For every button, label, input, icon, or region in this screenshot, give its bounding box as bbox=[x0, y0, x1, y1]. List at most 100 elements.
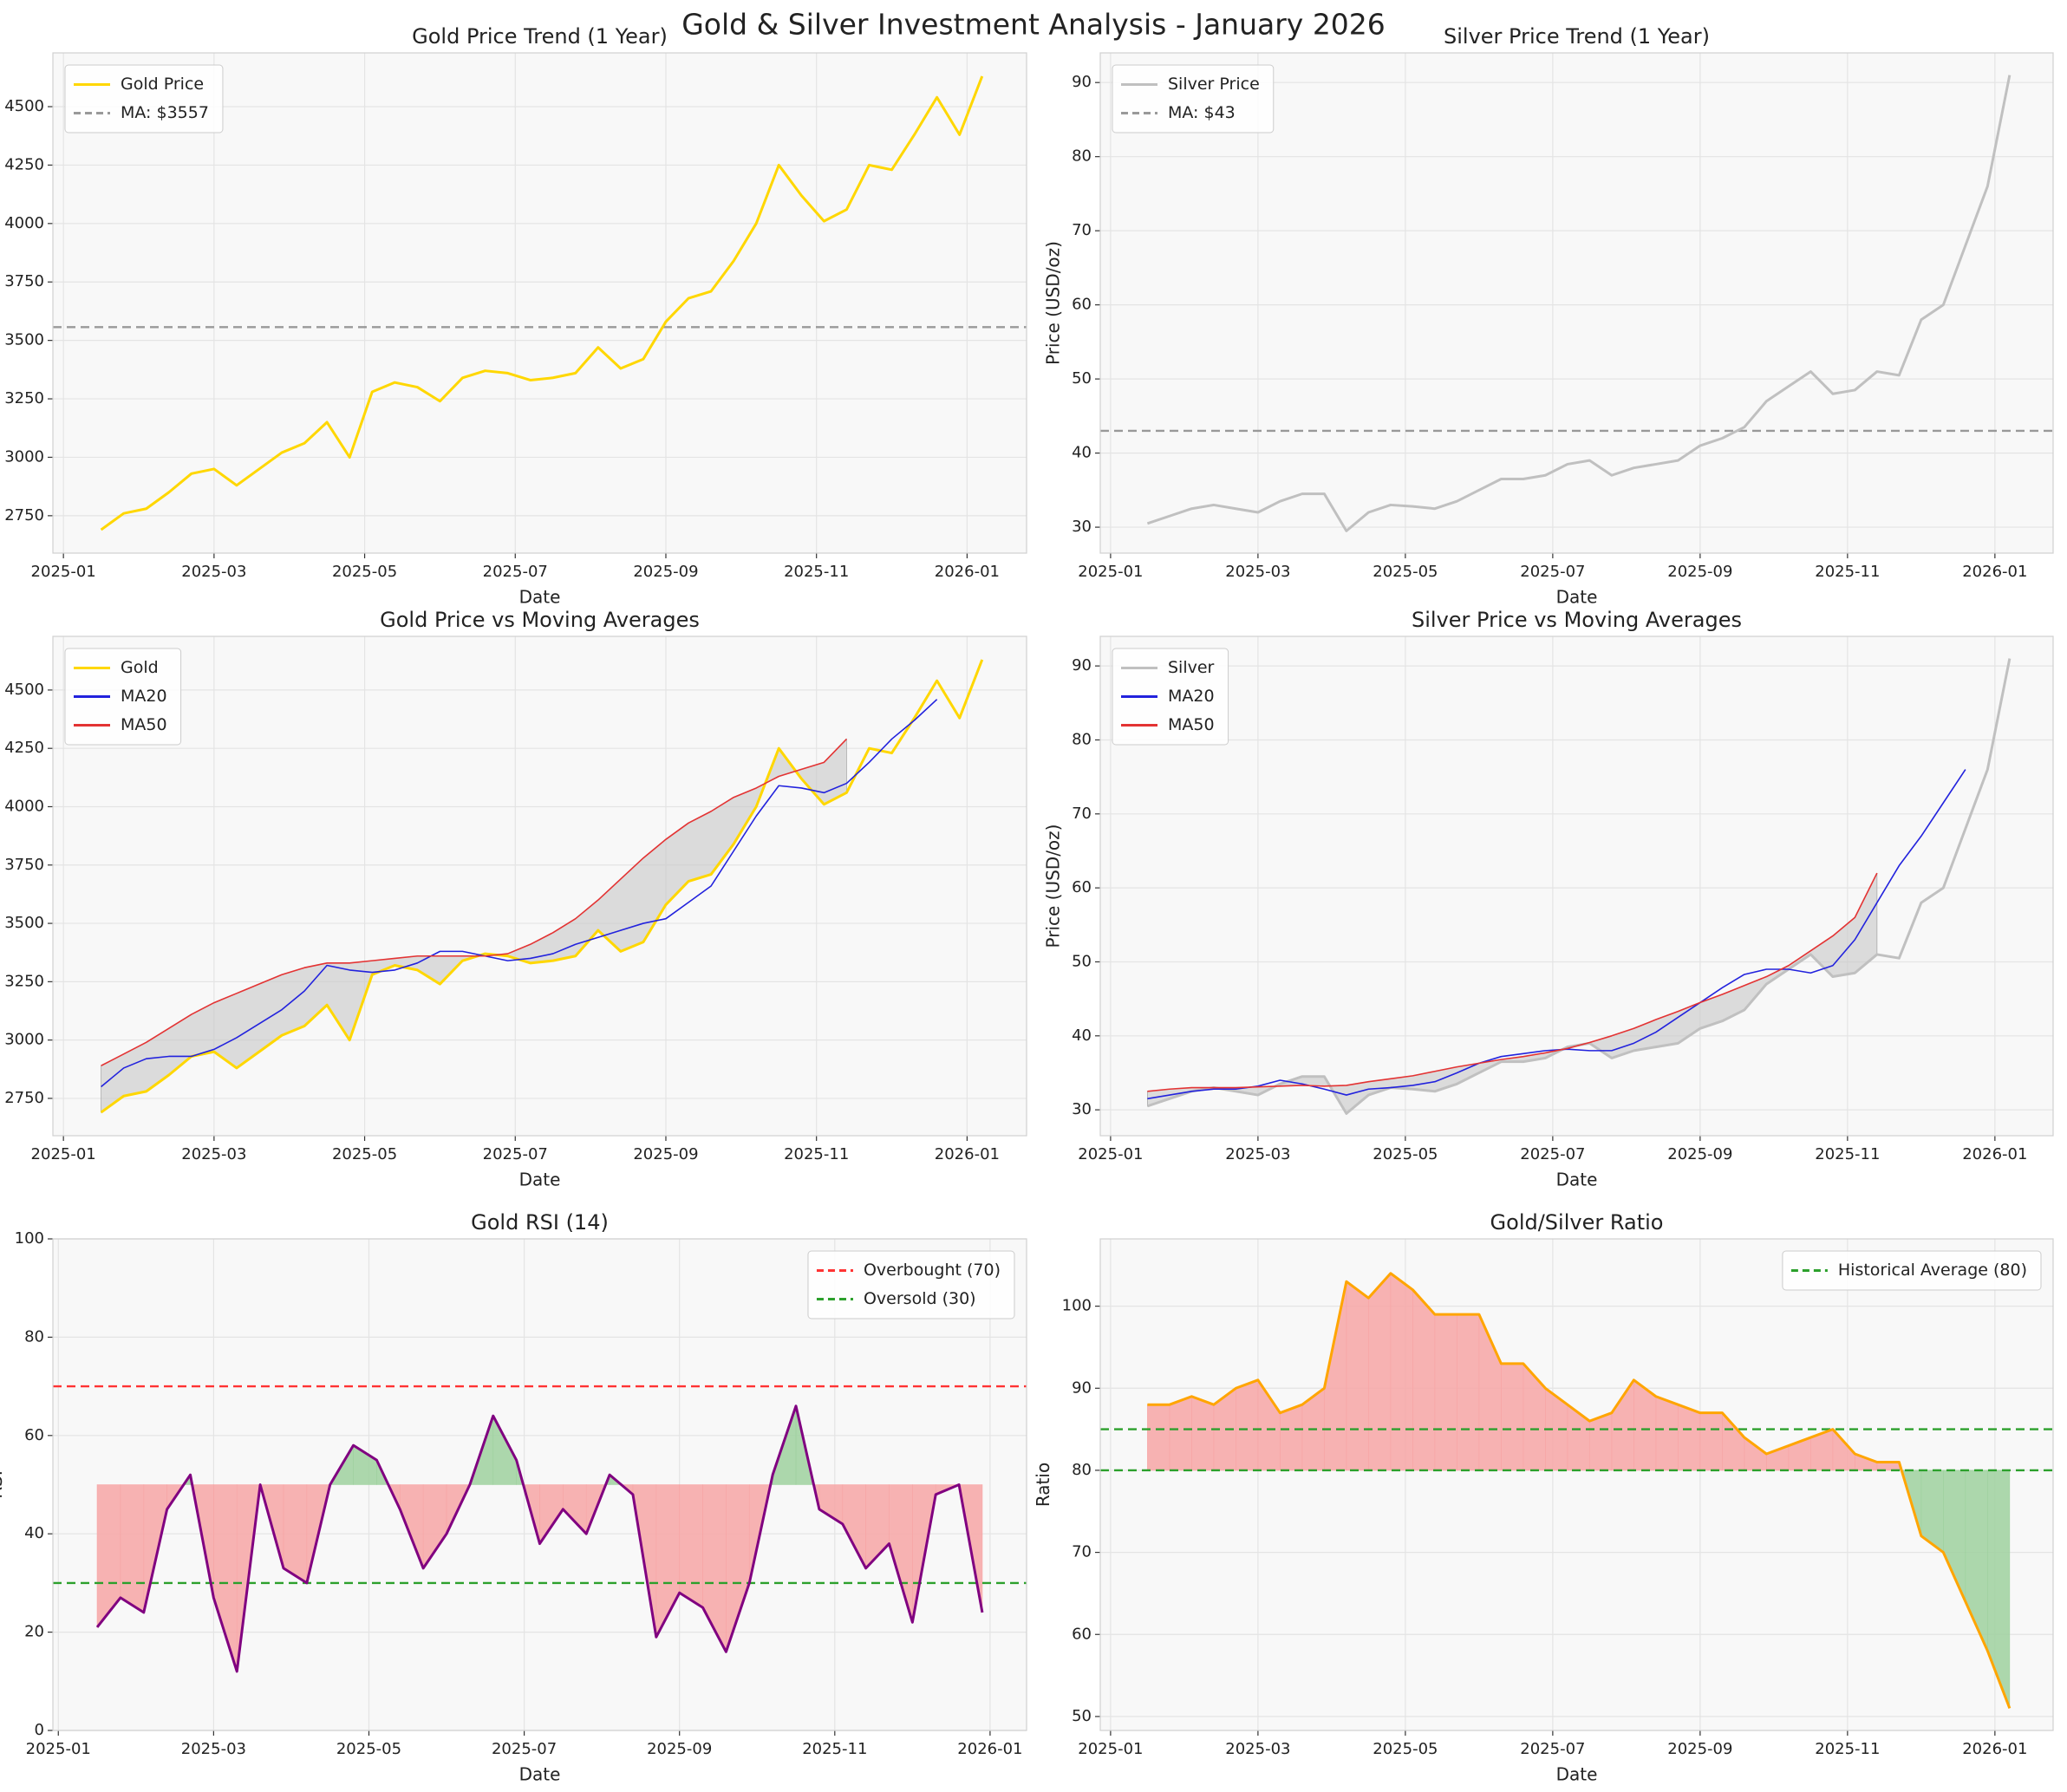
y-tick-label: 0 bbox=[35, 1721, 44, 1739]
plot-frame bbox=[52, 1238, 1027, 1731]
data-line bbox=[101, 699, 938, 1088]
plot-frame bbox=[1099, 635, 2054, 1137]
data-line bbox=[100, 659, 984, 1114]
subplot-title: Gold/Silver Ratio bbox=[1490, 1210, 1664, 1235]
x-tick-label: 2025-07 bbox=[1520, 1740, 1585, 1758]
y-tick-label: 40 bbox=[1072, 444, 1092, 462]
y-tick-label: 30 bbox=[1072, 1100, 1092, 1118]
y-tick-label: 60 bbox=[1072, 878, 1092, 896]
y-tick-label: 90 bbox=[1072, 73, 1092, 91]
x-tick-label: 2026-01 bbox=[1962, 1740, 2027, 1758]
legend: Overbought (70) Oversold (30) bbox=[807, 1250, 1015, 1320]
x-tick-label: 2025-01 bbox=[1078, 1740, 1143, 1758]
figure-title: Gold & Silver Investment Analysis - Janu… bbox=[681, 8, 1386, 42]
x-axis-label: Date bbox=[519, 587, 561, 608]
y-tick-label: 60 bbox=[24, 1426, 44, 1444]
x-axis-label: Date bbox=[1556, 1764, 1598, 1785]
plot-background bbox=[1100, 636, 2053, 1136]
data-line bbox=[1147, 872, 1878, 1092]
x-tick-label: 2025-09 bbox=[1667, 563, 1732, 581]
legend-label: MA50 bbox=[1168, 715, 1215, 734]
y-tick-label: 100 bbox=[1062, 1297, 1092, 1315]
y-tick-label: 50 bbox=[1072, 369, 1092, 388]
legend-label: MA20 bbox=[1168, 687, 1215, 706]
y-tick-label: 20 bbox=[24, 1623, 44, 1641]
x-tick-label: 2026-01 bbox=[1962, 1145, 2027, 1163]
subplot: Silver Price vs Moving Averages Date Price… bbox=[1043, 608, 2054, 1190]
legend-label: Oversold (30) bbox=[864, 1289, 976, 1308]
y-tick-label: 90 bbox=[1072, 656, 1092, 674]
legend-box bbox=[64, 64, 224, 134]
y-tick-label: 80 bbox=[24, 1327, 44, 1346]
x-tick-label: 2025-05 bbox=[332, 1145, 397, 1163]
legend-label: Overbought (70) bbox=[864, 1261, 1001, 1280]
x-tick-label: 2025-11 bbox=[1815, 1740, 1880, 1758]
x-tick-label: 2025-07 bbox=[483, 1145, 548, 1163]
x-axis-label: Date bbox=[519, 1764, 561, 1785]
legend-box bbox=[1112, 648, 1229, 746]
fill-area bbox=[1699, 1412, 1723, 1471]
fill-area bbox=[1169, 1396, 1192, 1471]
x-tick-label: 2025-07 bbox=[483, 563, 548, 581]
legend-label: Gold bbox=[121, 658, 159, 677]
y-tick-label: 80 bbox=[1072, 147, 1092, 166]
legend-label: Historical Average (80) bbox=[1838, 1261, 2027, 1280]
fill-area bbox=[1434, 1313, 1457, 1471]
legend-box bbox=[1782, 1250, 2042, 1291]
y-tick-label: 60 bbox=[1072, 1625, 1092, 1643]
y-axis-label: Price (USD/oz) bbox=[1043, 241, 1064, 365]
y-tick-label: 3750 bbox=[4, 272, 44, 290]
y-tick-label: 3250 bbox=[4, 389, 44, 407]
legend: Gold Price MA: $3557 bbox=[64, 64, 224, 134]
x-tick-label: 2025-09 bbox=[1667, 1145, 1732, 1163]
plot-frame bbox=[1099, 52, 2054, 554]
y-tick-label: 3500 bbox=[4, 914, 44, 932]
y-tick-label: 4250 bbox=[4, 739, 44, 757]
x-tick-label: 2025-07 bbox=[1520, 563, 1585, 581]
fill-area bbox=[1368, 1272, 1392, 1471]
y-tick-label: 4250 bbox=[4, 155, 44, 173]
x-tick-label: 2025-01 bbox=[31, 1145, 96, 1163]
x-axis-label: Date bbox=[1556, 587, 1598, 608]
y-tick-label: 4500 bbox=[4, 681, 44, 699]
data-line bbox=[1146, 75, 2012, 532]
fill-area bbox=[1589, 1412, 1613, 1471]
y-tick-label: 4000 bbox=[4, 797, 44, 815]
x-tick-label: 2025-01 bbox=[1078, 1145, 1143, 1163]
fill-area bbox=[1236, 1379, 1259, 1471]
legend-label: MA: $3557 bbox=[121, 103, 209, 122]
subplot: Gold/Silver Ratio Date Ratio 2025-01 2025-03… bbox=[1033, 1210, 2054, 1785]
y-tick-label: 50 bbox=[1072, 1707, 1092, 1725]
legend-label: Silver Price bbox=[1168, 75, 1260, 94]
x-tick-label: 2025-01 bbox=[26, 1740, 91, 1758]
x-tick-label: 2025-09 bbox=[633, 1145, 698, 1163]
y-tick-label: 30 bbox=[1072, 518, 1092, 536]
subplot: Silver Price Trend (1 Year) Date Price (US… bbox=[1043, 24, 2054, 608]
x-tick-label: 2025-05 bbox=[336, 1740, 401, 1758]
fill-area bbox=[120, 1484, 145, 1613]
x-tick-label: 2026-01 bbox=[957, 1740, 1022, 1758]
legend-label: Silver bbox=[1168, 658, 1215, 677]
plot-background bbox=[53, 636, 1027, 1136]
data-line bbox=[95, 1404, 984, 1673]
subplot-title: Gold RSI (14) bbox=[471, 1210, 609, 1235]
y-tick-label: 3000 bbox=[4, 447, 44, 466]
x-tick-label: 2025-01 bbox=[31, 563, 96, 581]
fill-area bbox=[1147, 1404, 1170, 1471]
x-tick-label: 2025-03 bbox=[1225, 1145, 1290, 1163]
y-tick-label: 4500 bbox=[4, 97, 44, 115]
x-tick-label: 2025-05 bbox=[332, 563, 397, 581]
x-tick-label: 2025-03 bbox=[1225, 1740, 1290, 1758]
data-line bbox=[1147, 1272, 2012, 1709]
subplot: Gold RSI (14) Date RSI 2025-01 2025-03 2025-0… bbox=[0, 1210, 1027, 1785]
x-tick-label: 2025-11 bbox=[1815, 1145, 1880, 1163]
data-line bbox=[1147, 769, 1966, 1100]
x-tick-label: 2025-07 bbox=[492, 1740, 557, 1758]
x-tick-label: 2025-11 bbox=[1815, 563, 1880, 581]
fill-area bbox=[679, 1484, 703, 1608]
y-tick-label: 3250 bbox=[4, 972, 44, 990]
y-axis-label: Price (USD/oz) bbox=[1043, 824, 1064, 948]
y-tick-label: 80 bbox=[1072, 730, 1092, 748]
